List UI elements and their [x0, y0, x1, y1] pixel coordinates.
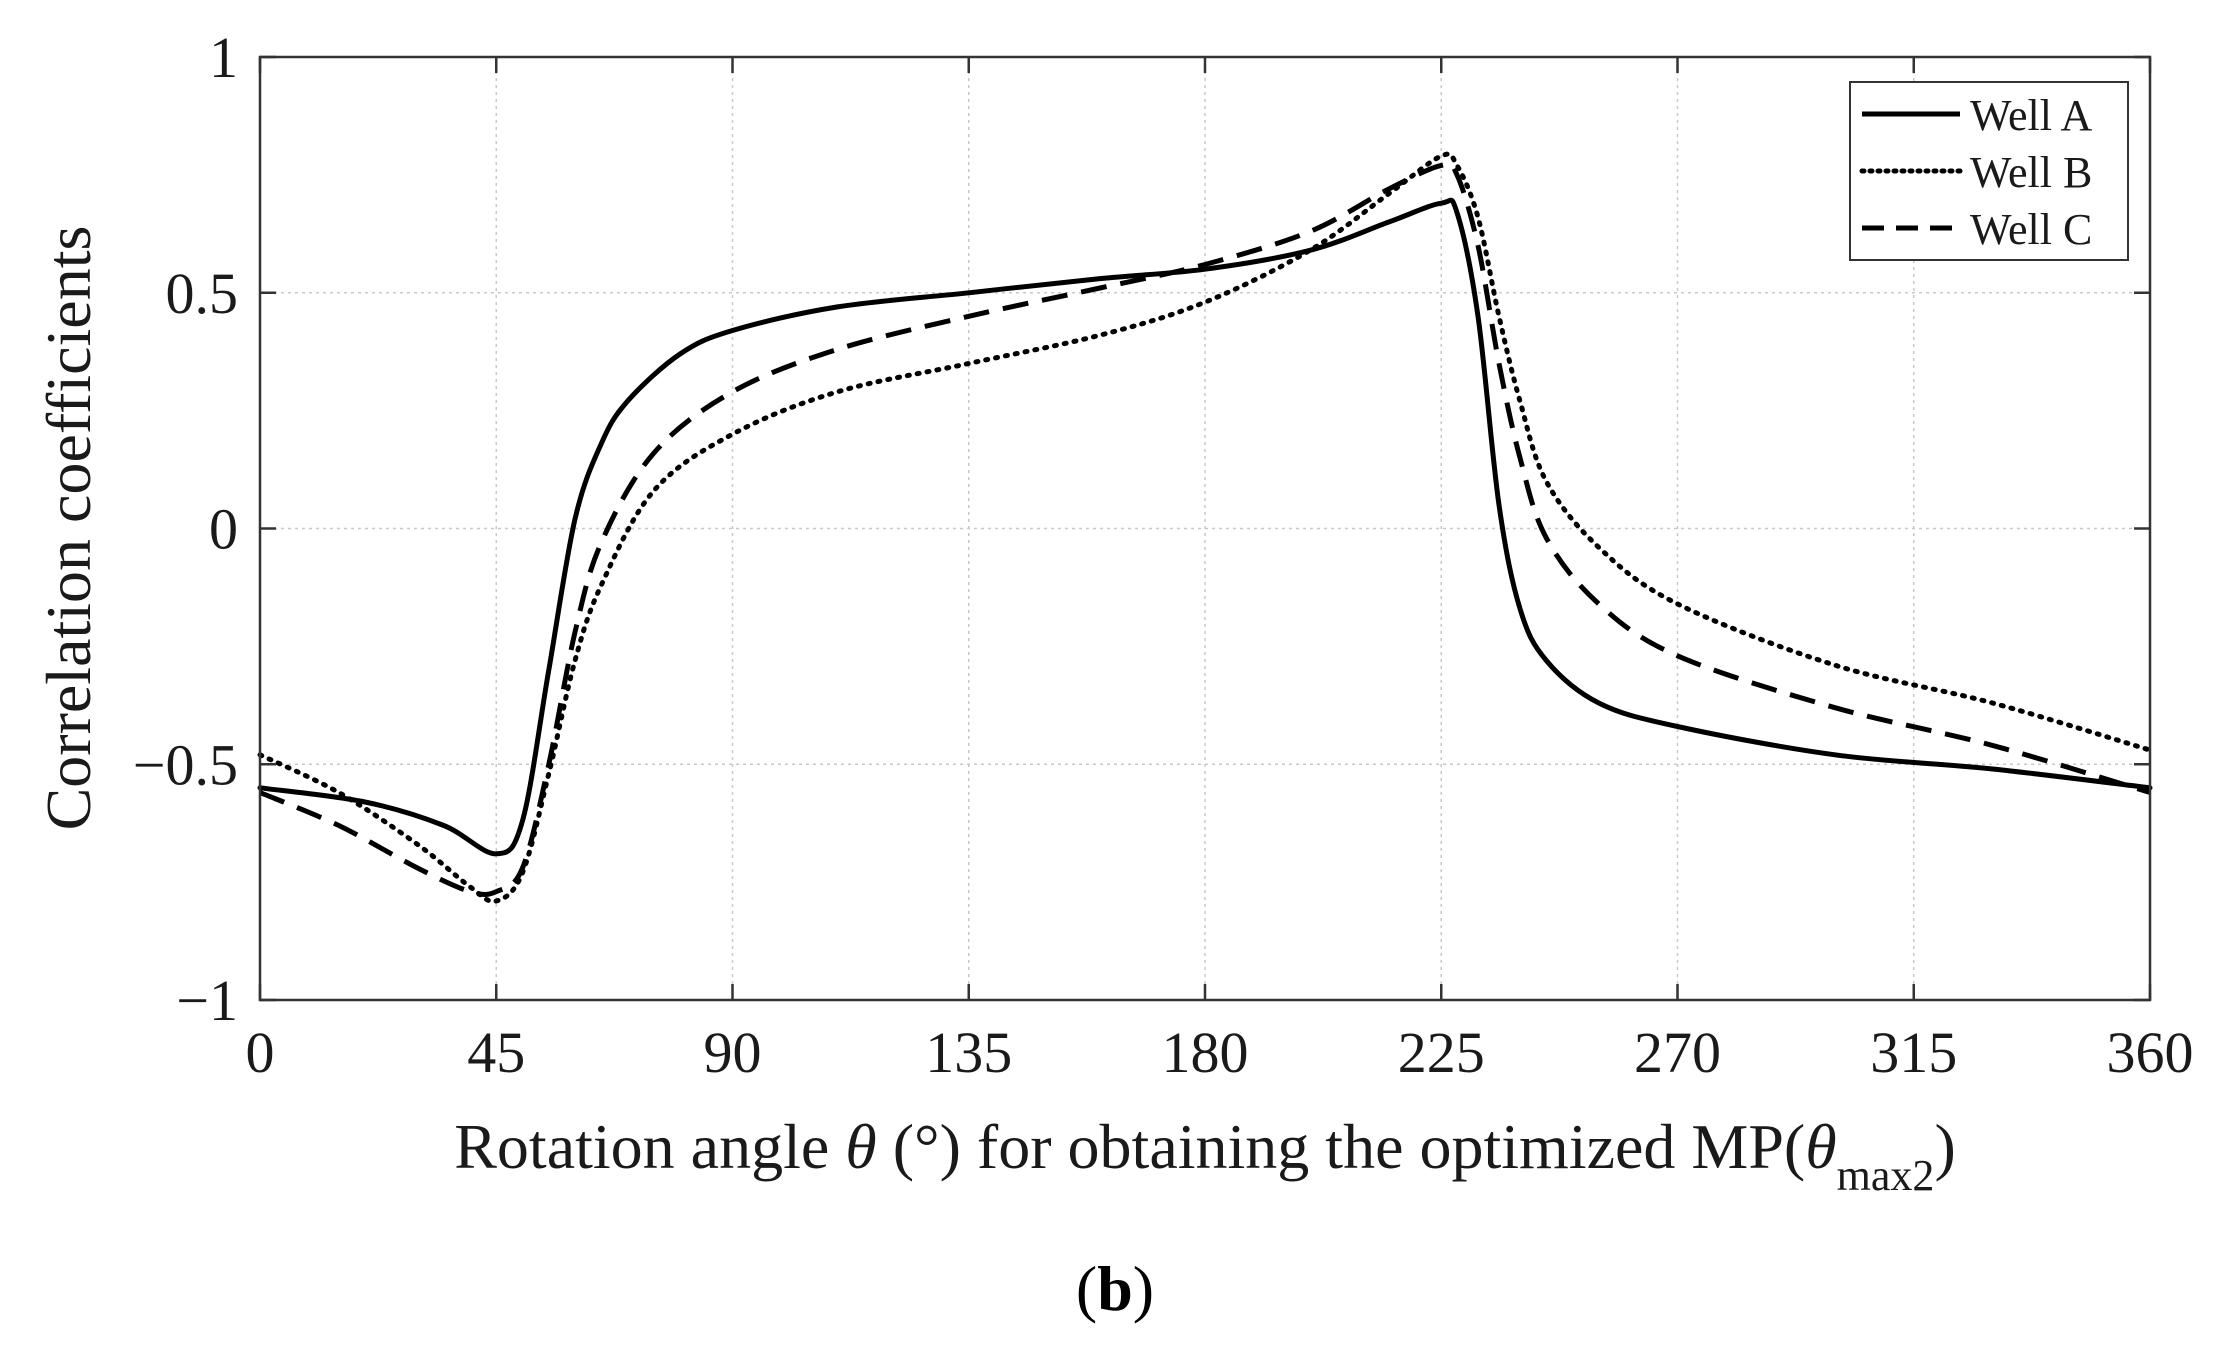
x-axis-subscript: max2: [1837, 1151, 1935, 1200]
x-tick-label: 180: [1162, 1020, 1249, 1085]
grid-lines: [260, 57, 2150, 1000]
x-axis-title-middle: (°) for obtaining the optimized MP(: [877, 1111, 1806, 1182]
x-tick-label: 315: [1870, 1020, 1957, 1085]
x-axis-theta-sub-symbol: θ: [1805, 1111, 1836, 1182]
series-line-well-c: [259, 161, 2151, 898]
x-tick-labels: 0 45 90 135 180 225 270 315 360: [246, 1020, 2194, 1085]
x-axis-theta-symbol: θ: [845, 1111, 876, 1182]
tick-marks: [258, 55, 2152, 1002]
panel-label-close: ): [1133, 1253, 1154, 1324]
x-axis-title-suffix: ): [1934, 1111, 1955, 1182]
y-tick-label: 0.5: [166, 261, 239, 326]
legend-label-well-c: Well C: [1970, 205, 2092, 254]
x-axis-title: Rotation angle θ (°) for obtaining the o…: [454, 1111, 1956, 1200]
y-tick-label: −1: [176, 968, 238, 1033]
x-tick-label: 90: [704, 1020, 762, 1085]
legend-label-well-a: Well A: [1970, 91, 2093, 140]
y-tick-label: −0.5: [133, 732, 238, 797]
legend-label-well-b: Well B: [1970, 148, 2092, 197]
legend: Well A Well B Well C: [1849, 81, 2129, 261]
series-layer: [257, 151, 2153, 904]
x-tick-label: 270: [1634, 1020, 1721, 1085]
panel-label-open: (: [1076, 1253, 1097, 1324]
y-tick-label: 0: [209, 497, 238, 562]
x-tick-label: 225: [1398, 1020, 1485, 1085]
x-tick-label: 360: [2107, 1020, 2194, 1085]
y-axis-title: Correlation coefficients: [33, 226, 104, 831]
panel-label: (b): [1076, 1253, 1154, 1324]
y-tick-label: 1: [209, 25, 238, 90]
y-tick-labels: 1 0.5 0 −0.5 −1: [133, 25, 238, 1033]
x-tick-label: 135: [925, 1020, 1012, 1085]
panel-label-letter: b: [1097, 1253, 1133, 1324]
series-line-well-a: [257, 197, 2153, 857]
x-tick-label: 0: [246, 1020, 275, 1085]
x-tick-label: 45: [467, 1020, 525, 1085]
x-axis-title-prefix: Rotation angle: [454, 1111, 845, 1182]
